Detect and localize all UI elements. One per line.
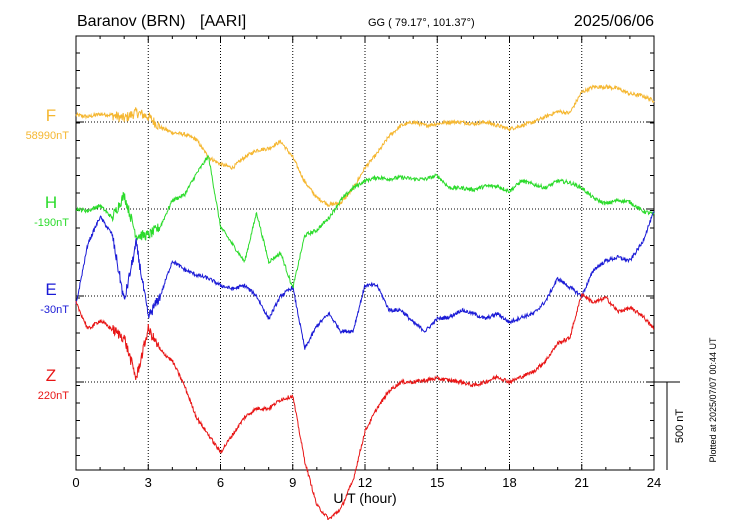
x-tick-label: 12 — [358, 475, 372, 490]
x-tick-label: 21 — [575, 475, 589, 490]
x-tick-label: 24 — [647, 475, 661, 490]
series-name-f: F — [46, 106, 56, 125]
series-baseline-e: -30nT — [40, 304, 69, 316]
scale-bar-label: 500 nT — [674, 409, 686, 444]
series-name-h: H — [45, 193, 57, 212]
x-tick-labels: 0 3 6 9 12 15 18 21 24 — [72, 475, 661, 490]
series-baseline-h: -190nT — [34, 217, 69, 229]
series-line-f — [75, 83, 655, 208]
x-tick-label: 3 — [145, 475, 152, 490]
series-line-e — [75, 211, 655, 350]
x-tick-label: 0 — [72, 475, 79, 490]
x-axis-label: U T (hour) — [333, 490, 396, 506]
series-baseline-f: 58990nT — [26, 130, 70, 142]
organization-label: [AARI] — [200, 13, 246, 30]
series-name-e: E — [45, 280, 56, 299]
x-tick-label: 9 — [289, 475, 296, 490]
station-title: Baranov (BRN) — [77, 13, 185, 30]
series-name-z: Z — [46, 366, 56, 385]
x-tick-label: 15 — [430, 475, 444, 490]
series-baseline-z: 220nT — [38, 390, 69, 402]
scale-bar: 500 nT — [654, 381, 686, 470]
series-line-h — [75, 154, 655, 290]
series-layer: F 58990nT H -190nT E -30nT Z 220nT — [26, 83, 655, 520]
x-tick-label: 6 — [217, 475, 224, 490]
date-label: 2025/06/06 — [574, 13, 654, 30]
coordinates-label: GG ( 79.17°, 101.37°) — [368, 17, 475, 29]
plotted-timestamp: Plotted at 2025/07/07 00:44 UT — [708, 337, 718, 463]
x-tick-label: 18 — [502, 475, 516, 490]
series-line-z — [75, 293, 655, 520]
grid-lines — [147, 36, 583, 470]
